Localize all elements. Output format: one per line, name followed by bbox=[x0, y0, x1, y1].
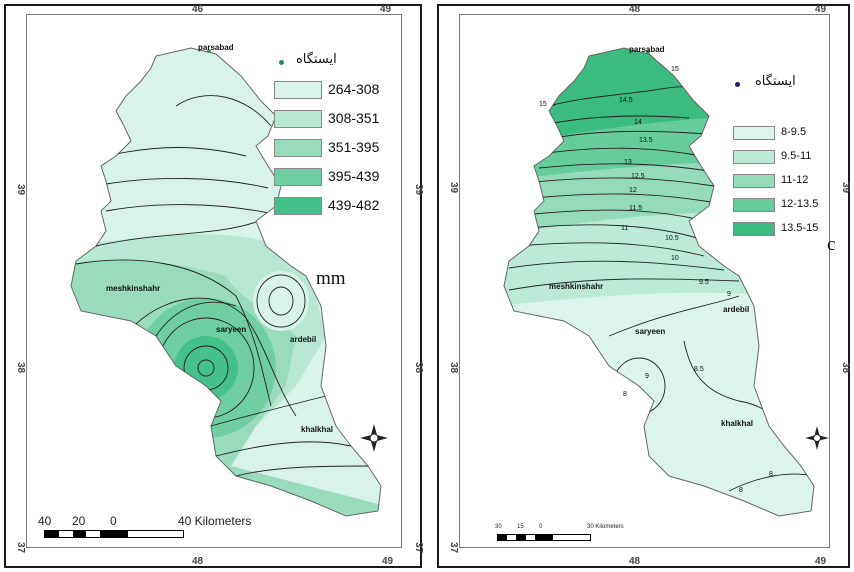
map-frame bbox=[459, 14, 830, 548]
legend-label: 264-308 bbox=[328, 81, 380, 97]
isoline-label: 15 bbox=[539, 101, 547, 108]
lon-tick-top: 49 bbox=[815, 4, 827, 15]
lon-tick-bottom: 48 bbox=[629, 556, 641, 567]
legend-swatch bbox=[274, 81, 322, 99]
isoline-label: 13.5 bbox=[639, 137, 653, 144]
lon-tick-top: 46 bbox=[192, 4, 204, 15]
station-marker-icon bbox=[279, 60, 284, 65]
unit-label: mm bbox=[316, 268, 346, 289]
legend-swatch bbox=[733, 222, 775, 236]
place-label: meshkinshahr bbox=[106, 284, 160, 293]
isoline-label: 10 bbox=[671, 255, 679, 262]
precipitation-map: parsabad meshkinshahr ardebil saryeen kh… bbox=[70, 43, 388, 517]
left-map-panel: 46 49 48 49 39 38 37 39 38 37 bbox=[4, 4, 424, 568]
legend-swatch bbox=[733, 198, 775, 212]
lon-tick-top: 48 bbox=[629, 4, 641, 15]
scale-label: 15 bbox=[517, 524, 524, 530]
scale-bar-graphic bbox=[497, 534, 591, 541]
legend-label: 9.5-11 bbox=[781, 150, 812, 162]
isoline-label: 15 bbox=[671, 66, 679, 73]
scale-label: 30 Kilometers bbox=[587, 524, 624, 530]
isoline-label: 9 bbox=[727, 291, 731, 298]
panel-letter: c bbox=[827, 234, 836, 255]
legend-label: 395-439 bbox=[328, 168, 380, 184]
place-label: parsabad bbox=[198, 43, 234, 52]
legend-swatch bbox=[274, 168, 322, 186]
isoline-label: 11.5 bbox=[629, 205, 642, 212]
place-label: khalkhal bbox=[721, 419, 753, 428]
place-label: khalkhal bbox=[301, 425, 333, 434]
lon-tick-bottom: 49 bbox=[815, 556, 827, 567]
place-label: saryeen bbox=[216, 325, 246, 334]
station-legend-label: ایستگاه bbox=[296, 52, 337, 67]
legend-swatch bbox=[274, 110, 322, 128]
lon-tick-top: 49 bbox=[380, 4, 392, 15]
isoline-label: 14 bbox=[634, 119, 642, 126]
isoline-label: 10.5 bbox=[665, 235, 679, 242]
isoline-label: 14.5 bbox=[619, 97, 633, 104]
scale-bar-graphic bbox=[44, 530, 184, 538]
legend-label: 11-12 bbox=[781, 174, 809, 186]
legend-swatch bbox=[274, 197, 322, 215]
place-label: ardebil bbox=[723, 305, 749, 314]
temperature-map: 15 15 14.5 14 13.5 13 12.5 12 11.5 11 10… bbox=[503, 45, 829, 517]
map-frame bbox=[26, 14, 402, 548]
isoline-label: 8 bbox=[623, 391, 627, 398]
scale-label: 20 bbox=[72, 514, 86, 528]
isoline-label: 12.5 bbox=[631, 173, 645, 180]
place-label: parsabad bbox=[629, 45, 665, 54]
place-label: meshkinshahr bbox=[549, 282, 603, 291]
scale-label: 0 bbox=[539, 524, 543, 530]
legend-label: 8-9.5 bbox=[781, 126, 807, 138]
place-label: ardebil bbox=[290, 335, 316, 344]
legend-label: 13.5-15 bbox=[781, 222, 819, 234]
legend-swatch bbox=[733, 150, 775, 164]
legend-label: 12-13.5 bbox=[781, 198, 819, 210]
station-marker-icon bbox=[735, 82, 740, 87]
north-arrow-icon bbox=[805, 426, 829, 450]
legend-swatch bbox=[733, 126, 775, 140]
isoline-label: 9 bbox=[645, 373, 649, 380]
scale-label: 30 bbox=[495, 524, 502, 530]
legend-swatch bbox=[733, 174, 775, 188]
scale-label: 40 Kilometers bbox=[178, 514, 252, 528]
place-label: saryeen bbox=[635, 327, 665, 336]
lon-tick-bottom: 48 bbox=[192, 556, 204, 567]
right-map-panel: 48 49 48 49 39 38 37 39 38 bbox=[437, 4, 851, 568]
north-arrow-icon bbox=[360, 424, 388, 452]
legend-label: 308-351 bbox=[328, 110, 380, 126]
isoline-label: 11 bbox=[621, 225, 628, 232]
station-legend-label: ایستگاه bbox=[755, 74, 796, 89]
isoline-label: 9.5 bbox=[699, 279, 709, 286]
lon-tick-bottom: 49 bbox=[382, 556, 394, 567]
isoline-label: 8 bbox=[769, 471, 773, 478]
legend-swatch bbox=[274, 139, 322, 157]
isoline-label: 13 bbox=[624, 159, 632, 166]
scale-label: 0 bbox=[110, 514, 117, 528]
legend-label: 439-482 bbox=[328, 197, 380, 213]
isoline-label: 8 bbox=[739, 487, 743, 494]
legend-label: 351-395 bbox=[328, 139, 380, 155]
isoline-label: 12 bbox=[629, 187, 637, 194]
scale-label: 40 bbox=[38, 514, 52, 528]
isoline-label: 8.5 bbox=[694, 366, 704, 373]
